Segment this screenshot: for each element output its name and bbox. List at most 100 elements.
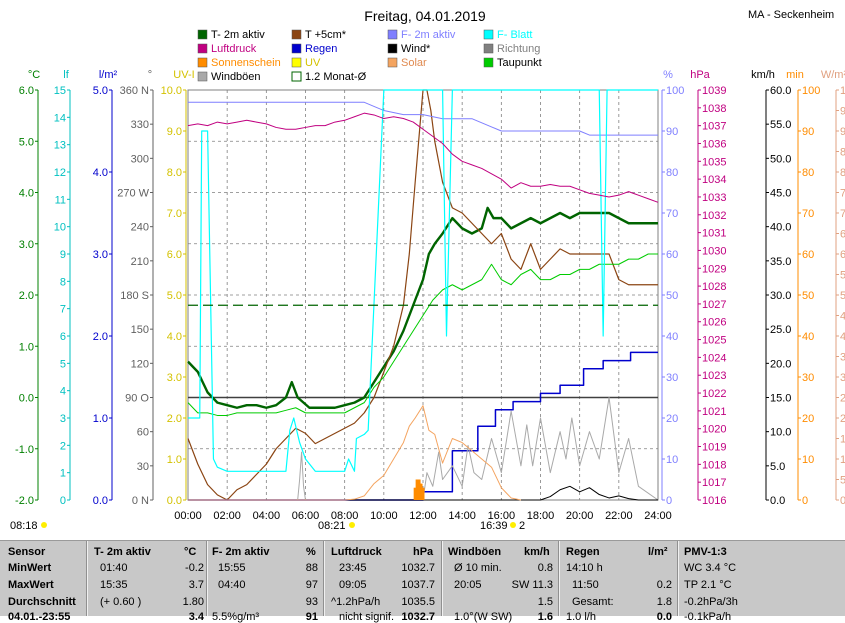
- legend-label: UV: [305, 57, 321, 69]
- axis-tick-label-hum: 100: [666, 85, 684, 97]
- axis-tick-label-press: 1021: [702, 406, 726, 418]
- series-line-t-2m-aktiv: [187, 206, 658, 409]
- axis-tick-label-solar: 1000: [840, 85, 845, 97]
- axis-tick-label-wind: 60.0: [770, 85, 791, 97]
- stats-temp-avg-note: (+ 0.60 ): [100, 596, 142, 608]
- stats-header-temp: T- 2m aktiv: [94, 546, 151, 558]
- series-line-solar: [188, 405, 522, 501]
- axis-tick-label-temp: -2.0: [15, 495, 34, 507]
- stats-temp-avg-value: 1.80: [182, 596, 204, 608]
- axis-tick-label-press: 1025: [702, 335, 726, 347]
- stats-col-pmv: PMV-1:3 WC 3.4 °C TP 2.1 °C -0.2hPa/3h -…: [684, 541, 794, 623]
- axis-tick-label-wind: 25.0: [770, 324, 791, 336]
- axis-tick-label-min: 20: [802, 413, 814, 425]
- axis-tick-label-hum: 50: [666, 290, 678, 302]
- legend-label: Regen: [305, 43, 337, 55]
- axis-tick-label-lf: 9: [60, 249, 66, 261]
- axis-tick-label-dir: 30: [137, 461, 149, 473]
- stats-header-sensor: Sensor: [8, 546, 46, 558]
- axis-tick-label-press: 1034: [702, 174, 726, 186]
- axis-tick-label-min: 90: [802, 126, 814, 138]
- axis-tick-label-rain: 2.0: [93, 331, 108, 343]
- axis-tick-label-solar: 750: [840, 188, 845, 200]
- stats-col-hum: F- 2m aktiv % 15:55 88 04:40 97 93 5.5%g…: [212, 541, 318, 623]
- legend-swatch: [291, 71, 302, 82]
- axis-tick-label-lf: 2: [60, 440, 66, 452]
- axis-tick-label-press: 1037: [702, 121, 726, 133]
- x-tick-label: 10:00: [370, 510, 398, 522]
- legend-swatch: [387, 29, 398, 40]
- moon-phase-label: 2: [519, 520, 525, 532]
- x-tick-label: 22:00: [605, 510, 633, 522]
- axis-tick-label-dir: 240: [131, 222, 149, 234]
- legend-swatch: [291, 57, 302, 68]
- solar-noon-label: 08:21: [318, 520, 346, 532]
- legend-label: Richtung: [497, 43, 540, 55]
- axis-tick-label-wind: 15.0: [770, 393, 791, 405]
- station-name: MA - Seckenheim: [748, 9, 834, 21]
- stats-wind-current: 1.6: [537, 611, 553, 623]
- stats-rain-duration: 14:10 h: [566, 562, 603, 574]
- axis-tick-label-min: 40: [802, 331, 814, 343]
- axis-unit-solar: W/m²: [821, 69, 845, 81]
- series-bar-sonnenschein: [413, 487, 417, 500]
- stats-pmv-trend1h: -0.1kPa/h: [684, 611, 732, 623]
- stats-rain-total-label: Gesamt:: [572, 596, 614, 608]
- stats-label-current: 04.01.-23:55: [8, 611, 71, 623]
- stats-temp-max-time: 15:35: [100, 579, 128, 591]
- axis-tick-label-press: 1027: [702, 299, 726, 311]
- axis-tick-label-press: 1039: [702, 85, 726, 97]
- axis-unit-wind: km/h: [751, 69, 775, 81]
- legend-label: Luftdruck: [211, 43, 257, 55]
- series-bar-sonnenschein: [417, 479, 421, 500]
- axis-tick-label-rain: 5.0: [93, 85, 108, 97]
- legend-label: T- 2m aktiv: [211, 29, 265, 41]
- stats-col-wind: Windböen km/h Ø 10 min. 0.8 20:05 SW 11.…: [448, 541, 553, 623]
- axis-tick-label-press: 1029: [702, 263, 726, 275]
- axis-tick-label-min: 80: [802, 167, 814, 179]
- stats-header-pmv: PMV-1:3: [684, 546, 727, 558]
- axis-tick-label-temp: 3.0: [19, 239, 34, 251]
- legend-label: Windböen: [211, 71, 261, 83]
- axis-tick-label-lf: 11: [55, 194, 66, 206]
- legend-swatch: [197, 71, 208, 82]
- axis-tick-label-dir: 300: [131, 153, 149, 165]
- stats-pmv-trend3h: -0.2hPa/3h: [684, 596, 738, 608]
- axis-tick-label-lf: 4: [60, 386, 66, 398]
- axis-tick-label-temp: 0.0: [19, 393, 34, 405]
- stats-hum-min-value: 88: [305, 562, 318, 574]
- stats-press-trend: ^1.2hPa/h: [331, 596, 381, 608]
- axis-tick-label-lf: 1: [60, 468, 66, 480]
- separator: [323, 541, 325, 616]
- axis-tick-label-press: 1032: [702, 210, 726, 222]
- axis-unit-uv: UV-I: [173, 69, 194, 81]
- axis-tick-label-press: 1023: [702, 370, 726, 382]
- axis-unit-rain: l/m²: [99, 69, 118, 81]
- axis-tick-label-uv: 0.0: [167, 495, 182, 507]
- axis-tick-label-min: 10: [802, 454, 814, 466]
- stats-pmv-windchill: WC 3.4 °C: [684, 562, 737, 574]
- x-tick-label: 02:00: [213, 510, 241, 522]
- axis-tick-label-uv: 8.0: [167, 167, 182, 179]
- x-tick-label: 14:00: [448, 510, 476, 522]
- legend-label: Sonnenschein: [211, 57, 281, 69]
- stats-hum-avg-value: 93: [305, 596, 318, 608]
- axis-tick-label-lf: 8: [60, 276, 66, 288]
- plot-area: [187, 89, 659, 501]
- axis-tick-label-press: 1035: [702, 156, 726, 168]
- series-line-luftdruck: [187, 112, 659, 203]
- axis-tick-label-lf: 15: [54, 85, 66, 97]
- stats-press-avg-value: 1035.5: [401, 596, 435, 608]
- separator: [206, 541, 208, 616]
- stats-temp-current: 3.4: [188, 611, 204, 623]
- axis-tick-label-wind: 45.0: [770, 188, 791, 200]
- axis-tick-label-solar: 400: [840, 331, 845, 343]
- axis-tick-label-lf: 6: [60, 331, 66, 343]
- axis-tick-label-solar: 300: [840, 372, 845, 384]
- legend-label: T +5cm*: [305, 29, 347, 41]
- axis-tick-label-wind: 5.0: [770, 461, 785, 473]
- axis-tick-label-hum: 10: [666, 454, 678, 466]
- axis-tick-label-solar: 600: [840, 249, 845, 261]
- chart-title: Freitag, 04.01.2019: [364, 8, 486, 24]
- axis-tick-label-dir: 180 S: [120, 290, 149, 302]
